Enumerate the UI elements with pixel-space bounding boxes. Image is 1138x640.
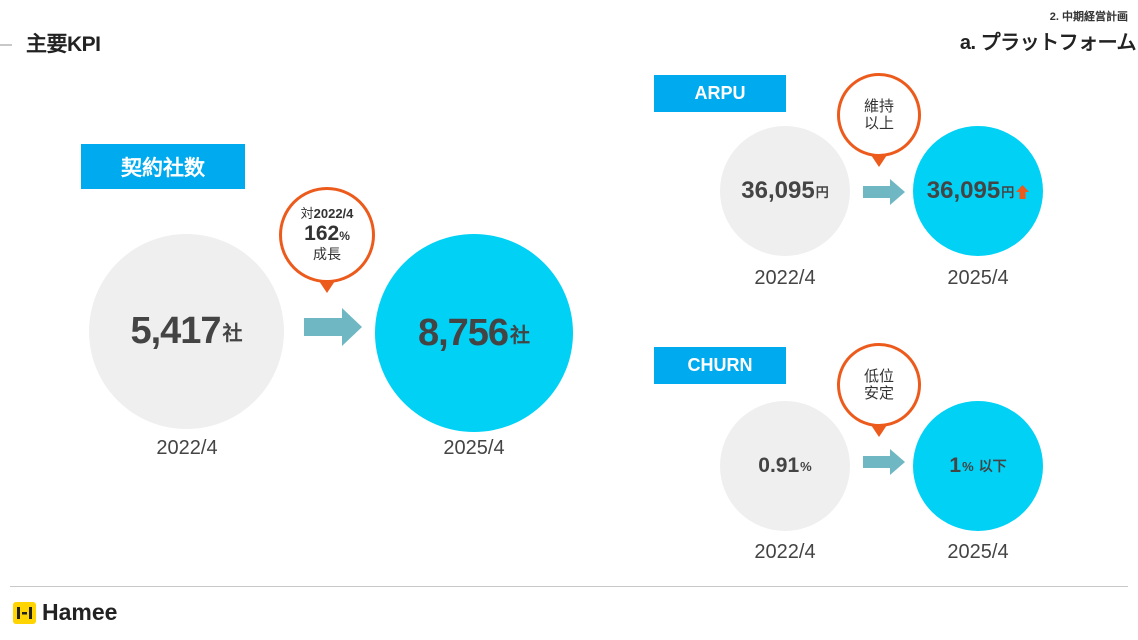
subsection-breadcrumb: a. プラットフォーム [959,32,1137,54]
churn-before-unit: % [800,458,812,474]
churn-label: CHURN [654,347,786,384]
callout-prefix: 対 [300,206,314,222]
churn-after-suffix: 以下 [978,458,1007,474]
growth-callout: 対2022/4 162% 成長 [279,187,375,283]
contracts-after-circle: 8,756 社 [375,234,573,432]
arpu-callout: 維持 以上 [837,73,921,157]
growth-text: 成長 [313,246,341,263]
title-dash [0,44,12,46]
arpu-label: ARPU [654,75,786,112]
churn-after-unit: % [962,458,974,474]
churn-before-circle: 0.91% [720,401,850,531]
contracts-before-year: 2022/4 [156,437,218,459]
churn-callout-line2: 安定 [863,385,894,402]
arpu-callout-pointer [871,155,887,167]
churn-after-value: 1 [949,454,962,477]
arrow-right-icon [863,449,905,475]
arpu-after-unit: 円 [1001,184,1015,200]
page-title: 主要KPI [26,33,101,56]
growth-callout-pointer [319,281,335,293]
arpu-after-circle: 36,095 円 [913,126,1043,256]
churn-before-value: 0.91 [758,454,800,477]
contracts-after-unit: 社 [510,324,531,347]
arpu-before-unit: 円 [815,184,829,200]
growth-rate-value: 162 [304,222,340,246]
churn-before-year: 2022/4 [754,541,816,563]
arpu-before-circle: 36,095 円 [720,126,850,256]
arrow-right-icon [863,179,905,205]
contracts-before-circle: 5,417 社 [89,234,284,429]
churn-after-circle: 1% 以下 [913,401,1043,531]
callout-base-year: 2022/4 [313,206,354,222]
hamee-logo-icon [13,602,36,624]
arpu-before-value: 36,095 [741,177,815,204]
up-arrow-icon [1016,185,1030,199]
arpu-callout-line1: 維持 [863,97,894,115]
churn-callout: 低位 安定 [837,343,921,427]
churn-callout-pointer [871,425,887,437]
churn-after-year: 2025/4 [947,541,1009,563]
growth-rate-unit: % [339,229,350,244]
contracts-label: 契約社数 [81,144,245,189]
arrow-right-icon [304,308,362,346]
arpu-callout-line2: 以上 [863,115,894,132]
contracts-before-value: 5,417 [130,310,221,352]
footer-divider [10,586,1128,587]
contracts-after-year: 2025/4 [443,437,505,459]
contracts-before-unit: 社 [222,323,243,345]
arpu-after-value: 36,095 [926,177,1001,204]
contracts-after-value: 8,756 [417,311,509,354]
arpu-before-year: 2022/4 [754,267,816,289]
brand-name: Hamee [42,599,118,625]
churn-callout-line1: 低位 [863,367,894,385]
arpu-after-year: 2025/4 [947,267,1009,289]
section-breadcrumb: 2. 中期経営計画 [1049,11,1128,23]
